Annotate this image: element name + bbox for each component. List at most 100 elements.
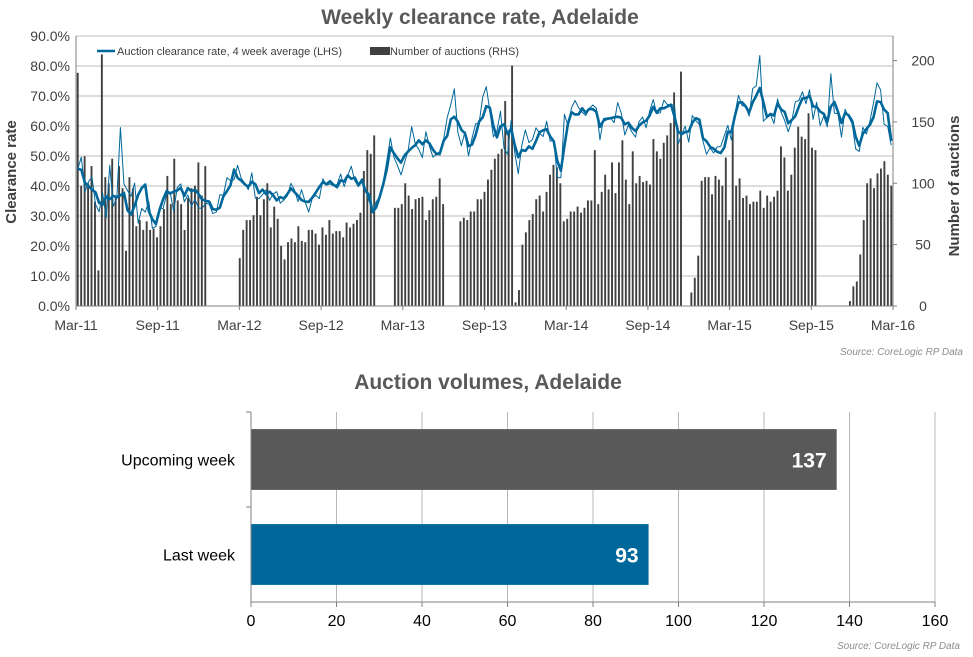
auction-bar	[738, 178, 741, 306]
bar-value-label: 93	[615, 545, 638, 568]
auction-bar	[621, 140, 624, 306]
auction-bar	[159, 226, 162, 306]
legend-item-clearance-rate: Auction clearance rate, 4 week average (…	[117, 46, 342, 58]
auction-bar	[676, 126, 679, 306]
auction-bar	[111, 158, 114, 306]
auction-bar	[814, 150, 817, 306]
y-tick-label: 60.0%	[30, 118, 70, 134]
auction-bar	[745, 195, 748, 306]
auction-bar	[580, 212, 582, 306]
auction-bar	[293, 242, 296, 306]
auction-bar	[331, 233, 334, 306]
auction-bar	[600, 191, 603, 306]
y-tick-label: 0.0%	[38, 298, 70, 314]
auction-bar	[94, 201, 96, 306]
auction-bar	[152, 228, 155, 306]
volume-bar	[251, 524, 649, 585]
y2-tick-label: 0	[919, 298, 927, 314]
source-note: Source: CoreLogic RP Data	[840, 347, 963, 358]
auction-bar	[259, 215, 262, 306]
auction-bar	[848, 301, 851, 306]
auction-bar	[431, 199, 434, 306]
auction-bar	[755, 201, 758, 306]
auction-bar	[114, 195, 117, 306]
y2-axis-label: Number of auctions	[946, 116, 963, 257]
volume-bar	[251, 429, 837, 490]
auction-bar	[711, 194, 713, 306]
auction-bar	[280, 245, 283, 306]
auction-bar	[128, 177, 131, 306]
auction-bar	[780, 146, 782, 306]
auction-bar	[786, 190, 789, 306]
auction-bar	[700, 180, 703, 306]
auction-bar	[242, 229, 245, 306]
auction-bar	[618, 162, 620, 306]
auction-bar	[690, 292, 693, 306]
auction-bar	[76, 72, 79, 306]
auction-bar	[559, 183, 562, 306]
y-axis-label: Clearance rate	[3, 120, 20, 223]
auction-bar	[197, 162, 200, 306]
auction-bar	[138, 220, 141, 306]
auction-bar	[180, 204, 183, 306]
auction-bar	[256, 196, 258, 306]
x-tick-label: Mar-16	[871, 317, 916, 333]
auction-bar	[655, 151, 658, 306]
x-tick-label: 0	[247, 613, 256, 630]
x-tick-label: 80	[584, 613, 602, 630]
auction-bar	[545, 191, 548, 306]
x-tick-label: 160	[922, 613, 949, 630]
x-tick-label: 60	[499, 613, 517, 630]
auction-bar	[524, 232, 527, 306]
auction-bar	[459, 221, 462, 306]
auction-bar	[269, 227, 272, 306]
auction-bar	[807, 113, 810, 306]
auction-bar	[345, 222, 348, 306]
auction-bar	[497, 153, 500, 306]
y2-tick-label: 200	[911, 53, 935, 69]
x-tick-label: 20	[328, 613, 346, 630]
auction-bar	[797, 126, 800, 306]
auction-bar	[287, 242, 289, 306]
auction-bar	[518, 290, 520, 306]
auction-bar	[555, 167, 558, 306]
auction-bar	[742, 198, 744, 306]
auction-bar	[748, 204, 751, 306]
clearance-rate-chart-svg: Weekly clearance rate, Adelaide 0.0% 10.0…	[3, 6, 963, 358]
auction-bar	[790, 174, 793, 306]
auction-bar	[569, 211, 572, 306]
auction-bar	[638, 175, 641, 306]
auction-bar	[593, 150, 596, 306]
y-tick-label: 90.0%	[30, 28, 70, 44]
y-tick-label: 70.0%	[30, 88, 70, 104]
auction-bar	[879, 168, 882, 306]
auction-bar	[476, 199, 479, 306]
auction-bar	[318, 244, 320, 306]
auction-bar	[428, 210, 431, 306]
auction-bar	[373, 135, 376, 306]
auction-bar	[442, 204, 445, 306]
axes: 0 20 40 60 80 100 120 140 160 Upcoming week Last w…	[121, 411, 949, 630]
auction-bar	[659, 158, 662, 306]
auction-bar	[297, 226, 300, 306]
y-tick-label: 30.0%	[30, 208, 70, 224]
auction-bar	[125, 250, 127, 306]
four-week-average-line	[77, 86, 893, 226]
auction-bar	[635, 183, 638, 306]
y-tick-label: 20.0%	[30, 238, 70, 254]
auction-bar	[435, 196, 438, 306]
auction-bar	[707, 177, 710, 306]
auction-bar	[614, 193, 617, 306]
legend-item-auctions: Number of auctions (RHS)	[390, 46, 519, 58]
auction-bar	[762, 207, 765, 306]
auction-bar	[649, 184, 651, 306]
auction-bar	[190, 188, 193, 306]
auction-bar	[504, 101, 507, 306]
y-tick-label: 10.0%	[30, 268, 70, 284]
auction-bar	[107, 183, 110, 306]
x-tick-label: Sep-12	[299, 317, 344, 333]
x-tick-label: Sep-14	[625, 317, 670, 333]
auction-bar	[538, 195, 541, 306]
auction-bar	[662, 142, 665, 306]
auction-bar	[356, 220, 358, 306]
